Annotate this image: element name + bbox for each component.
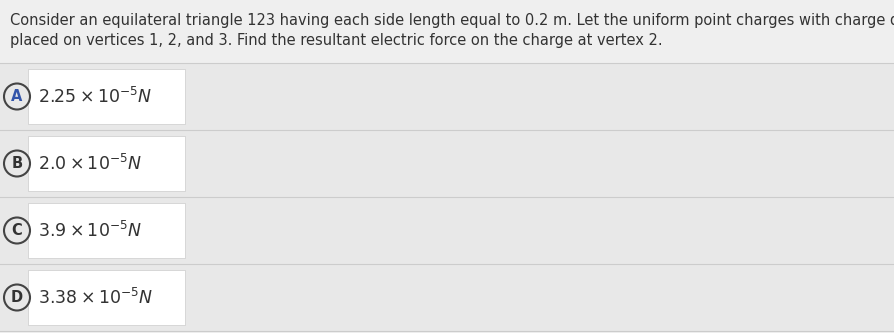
Bar xyxy=(0,130,894,197)
Bar xyxy=(28,270,185,325)
Ellipse shape xyxy=(4,284,30,310)
Bar xyxy=(28,136,185,191)
Bar xyxy=(28,69,185,124)
Text: $2.25\times10^{-5}N$: $2.25\times10^{-5}N$ xyxy=(38,87,152,107)
Text: B: B xyxy=(12,156,22,171)
Ellipse shape xyxy=(4,84,30,110)
Bar xyxy=(0,197,894,264)
Ellipse shape xyxy=(4,217,30,243)
Bar xyxy=(28,203,185,258)
Text: Consider an equilateral triangle 123 having each side length equal to 0.2 m. Let: Consider an equilateral triangle 123 hav… xyxy=(10,13,894,28)
Text: $2.0\times10^{-5}N$: $2.0\times10^{-5}N$ xyxy=(38,154,142,173)
Bar xyxy=(0,264,894,331)
Text: $3.9\times10^{-5}N$: $3.9\times10^{-5}N$ xyxy=(38,220,142,240)
Text: C: C xyxy=(12,223,22,238)
Ellipse shape xyxy=(4,151,30,176)
Text: D: D xyxy=(11,290,23,305)
Text: placed on vertices 1, 2, and 3. Find the resultant electric force on the charge : placed on vertices 1, 2, and 3. Find the… xyxy=(10,33,662,48)
Bar xyxy=(0,63,894,130)
Text: $3.38\times10^{-5}N$: $3.38\times10^{-5}N$ xyxy=(38,287,153,308)
Text: A: A xyxy=(12,89,22,104)
